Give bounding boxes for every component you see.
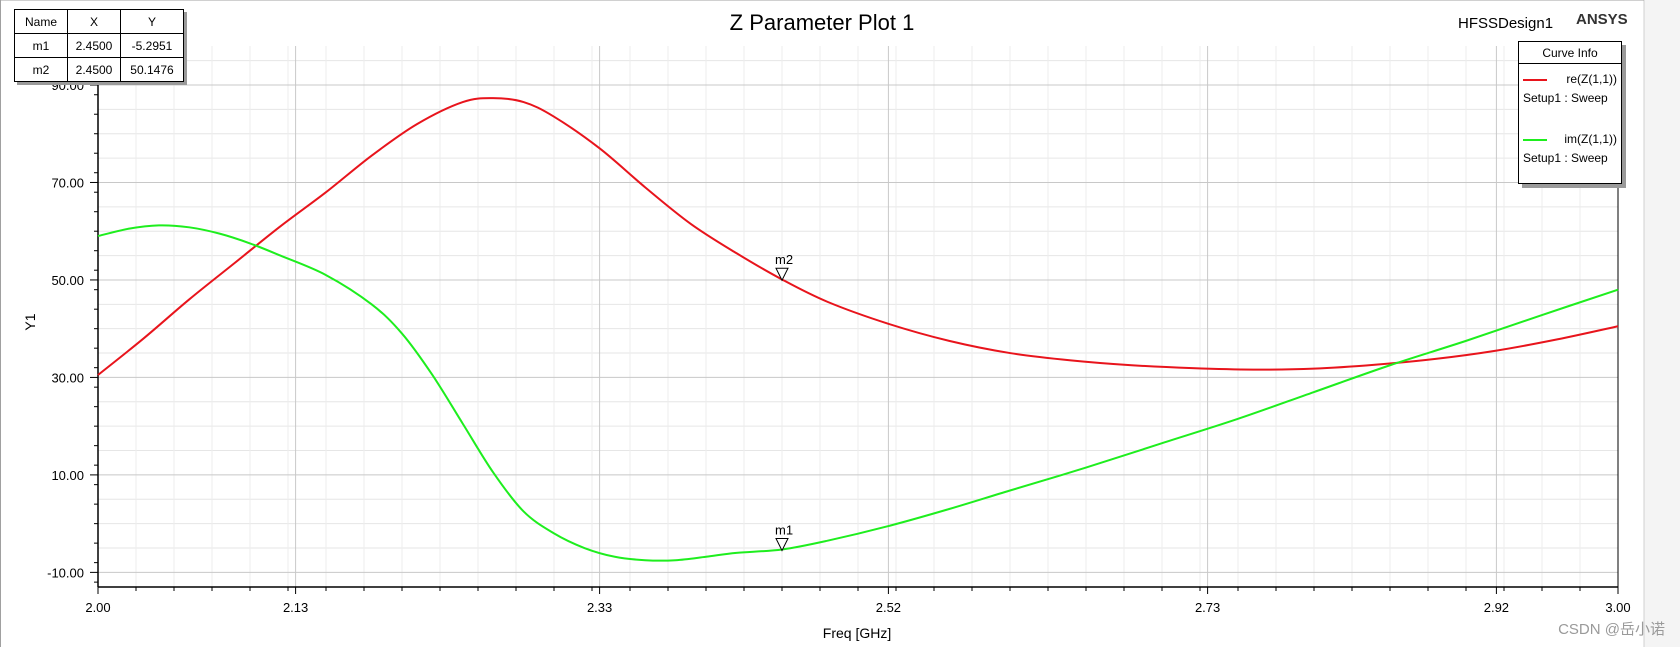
marker-m2-triangle[interactable]	[775, 267, 789, 282]
legend[interactable]: Curve Info re(Z(1,1)) Setup1 : Sweep im(…	[1518, 41, 1622, 184]
marker-m2-label: m2	[775, 252, 793, 267]
legend-series-setup: Setup1 : Sweep	[1523, 151, 1608, 165]
marker-table[interactable]: Name X Y m1 2.4500 -5.2951 m2 2.4500 50.…	[14, 9, 184, 82]
marker-table-row: m1 2.4500 -5.2951	[14, 33, 184, 58]
y-tick-label: -10.00	[47, 565, 84, 580]
y-axis-label: Y1	[22, 313, 38, 330]
y-tick-label: 10.00	[51, 468, 84, 483]
marker-table-cell: m1	[14, 33, 68, 58]
design-name: HFSSDesign1	[1458, 15, 1553, 32]
marker-table-cell: 2.4500	[67, 57, 121, 82]
x-tick-label: 3.00	[1605, 600, 1630, 615]
marker-table-header: Name X Y	[14, 9, 184, 34]
marker-table-header-cell: X	[67, 9, 121, 34]
legend-item-im[interactable]: im(Z(1,1)) Setup1 : Sweep	[1519, 124, 1621, 184]
chart-title: Z Parameter Plot 1	[730, 10, 915, 35]
y-tick-label: 30.00	[51, 370, 84, 385]
marker-table-cell: 2.4500	[67, 33, 121, 58]
legend-series-name: im(Z(1,1))	[1564, 132, 1617, 146]
x-tick-label: 2.73	[1195, 600, 1220, 615]
marker-layer: m1 m2	[775, 252, 793, 552]
x-tick-label: 2.13	[283, 600, 308, 615]
x-axis-label: Freq [GHz]	[823, 625, 891, 641]
legend-swatch	[1523, 79, 1547, 81]
marker-table-header-cell: Name	[14, 9, 68, 34]
y-tick-label: 70.00	[51, 175, 84, 190]
marker-table-cell: m2	[14, 57, 68, 82]
y-tick-label: 50.00	[51, 273, 84, 288]
legend-series-setup: Setup1 : Sweep	[1523, 91, 1608, 105]
x-tick-label: 2.92	[1484, 600, 1509, 615]
marker-table-cell: -5.2951	[120, 33, 184, 58]
marker-table-cell: 50.1476	[120, 57, 184, 82]
legend-title: Curve Info	[1519, 42, 1621, 64]
x-tick-label: 2.33	[587, 600, 612, 615]
x-tick-label: 2.52	[876, 600, 901, 615]
window-side-strip	[1644, 0, 1680, 647]
series-layer	[97, 97, 1619, 562]
x-tick-label: 2.00	[85, 600, 110, 615]
legend-item-re[interactable]: re(Z(1,1)) Setup1 : Sweep	[1519, 64, 1621, 124]
legend-series-name: re(Z(1,1))	[1566, 72, 1617, 86]
legend-swatch	[1523, 139, 1547, 141]
brand-logo: ANSYS	[1576, 11, 1628, 28]
series-line-re-z11[interactable]	[97, 97, 1619, 376]
marker-table-header-cell: Y	[120, 9, 184, 34]
marker-table-row: m2 2.4500 50.1476	[14, 57, 184, 82]
marker-m1-label: m1	[775, 522, 793, 537]
marker-m1-triangle[interactable]	[775, 537, 789, 552]
watermark: CSDN @岳小诺	[1558, 621, 1665, 638]
grid	[97, 46, 1619, 587]
series-line-im-z11[interactable]	[97, 224, 1619, 562]
